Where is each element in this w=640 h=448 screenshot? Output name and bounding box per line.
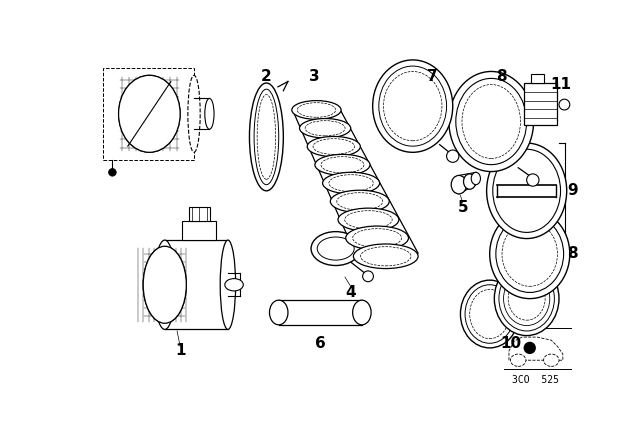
Text: 3: 3 bbox=[309, 69, 319, 84]
Ellipse shape bbox=[118, 75, 180, 152]
Ellipse shape bbox=[456, 78, 527, 165]
Ellipse shape bbox=[346, 226, 408, 250]
Ellipse shape bbox=[353, 228, 401, 247]
Ellipse shape bbox=[460, 280, 519, 348]
Ellipse shape bbox=[499, 266, 554, 331]
Ellipse shape bbox=[143, 246, 186, 323]
Ellipse shape bbox=[360, 247, 411, 266]
Ellipse shape bbox=[502, 222, 557, 286]
Ellipse shape bbox=[257, 95, 276, 179]
Text: 11: 11 bbox=[550, 77, 571, 92]
Ellipse shape bbox=[321, 157, 364, 173]
Text: 10: 10 bbox=[500, 336, 522, 351]
Ellipse shape bbox=[292, 101, 341, 119]
Ellipse shape bbox=[486, 143, 566, 238]
Ellipse shape bbox=[188, 75, 200, 152]
Text: 3CO  525: 3CO 525 bbox=[513, 375, 559, 385]
Ellipse shape bbox=[345, 211, 392, 229]
Ellipse shape bbox=[225, 279, 243, 291]
Ellipse shape bbox=[527, 174, 539, 186]
Bar bbox=[182, 221, 216, 240]
Ellipse shape bbox=[353, 300, 371, 325]
Bar bbox=[531, 74, 545, 83]
Ellipse shape bbox=[524, 342, 536, 354]
Ellipse shape bbox=[463, 174, 476, 189]
Ellipse shape bbox=[504, 271, 550, 326]
Ellipse shape bbox=[323, 172, 380, 194]
Ellipse shape bbox=[363, 271, 373, 282]
Text: 9: 9 bbox=[568, 183, 578, 198]
Ellipse shape bbox=[449, 72, 534, 172]
Text: 2: 2 bbox=[261, 69, 272, 84]
Ellipse shape bbox=[329, 175, 373, 192]
Ellipse shape bbox=[496, 215, 564, 293]
Bar bbox=[524, 83, 557, 125]
Ellipse shape bbox=[494, 262, 559, 336]
Ellipse shape bbox=[118, 75, 180, 152]
Ellipse shape bbox=[379, 66, 447, 146]
Ellipse shape bbox=[353, 244, 418, 268]
Ellipse shape bbox=[493, 149, 561, 233]
Bar bbox=[103, 68, 194, 160]
Ellipse shape bbox=[307, 137, 360, 157]
Ellipse shape bbox=[143, 246, 186, 323]
Ellipse shape bbox=[337, 193, 383, 210]
Ellipse shape bbox=[109, 168, 116, 176]
Ellipse shape bbox=[465, 285, 515, 343]
Ellipse shape bbox=[372, 60, 452, 152]
Ellipse shape bbox=[543, 354, 559, 366]
Text: 6: 6 bbox=[315, 336, 326, 351]
Ellipse shape bbox=[220, 240, 236, 329]
Ellipse shape bbox=[154, 240, 175, 329]
Ellipse shape bbox=[330, 190, 389, 213]
Ellipse shape bbox=[311, 232, 360, 266]
Text: 5: 5 bbox=[458, 200, 468, 215]
Ellipse shape bbox=[338, 208, 399, 231]
Ellipse shape bbox=[511, 354, 526, 366]
Text: 8: 8 bbox=[496, 69, 507, 84]
Ellipse shape bbox=[269, 300, 288, 325]
Text: 8: 8 bbox=[568, 246, 578, 262]
Text: 7: 7 bbox=[427, 69, 437, 84]
Ellipse shape bbox=[315, 155, 370, 175]
Ellipse shape bbox=[471, 172, 481, 185]
Ellipse shape bbox=[250, 83, 284, 191]
Ellipse shape bbox=[297, 103, 335, 117]
Ellipse shape bbox=[559, 99, 570, 110]
Ellipse shape bbox=[508, 277, 545, 320]
Ellipse shape bbox=[313, 139, 355, 155]
Text: 4: 4 bbox=[346, 285, 356, 300]
Ellipse shape bbox=[205, 99, 214, 129]
Ellipse shape bbox=[300, 119, 351, 138]
Text: 1: 1 bbox=[175, 344, 186, 358]
Ellipse shape bbox=[462, 85, 520, 159]
Ellipse shape bbox=[305, 121, 345, 136]
Ellipse shape bbox=[451, 176, 467, 194]
Ellipse shape bbox=[470, 289, 509, 339]
Bar bbox=[189, 207, 210, 221]
Ellipse shape bbox=[317, 237, 354, 260]
Ellipse shape bbox=[490, 209, 570, 299]
Ellipse shape bbox=[383, 72, 442, 141]
Ellipse shape bbox=[254, 89, 279, 185]
Ellipse shape bbox=[447, 150, 459, 162]
